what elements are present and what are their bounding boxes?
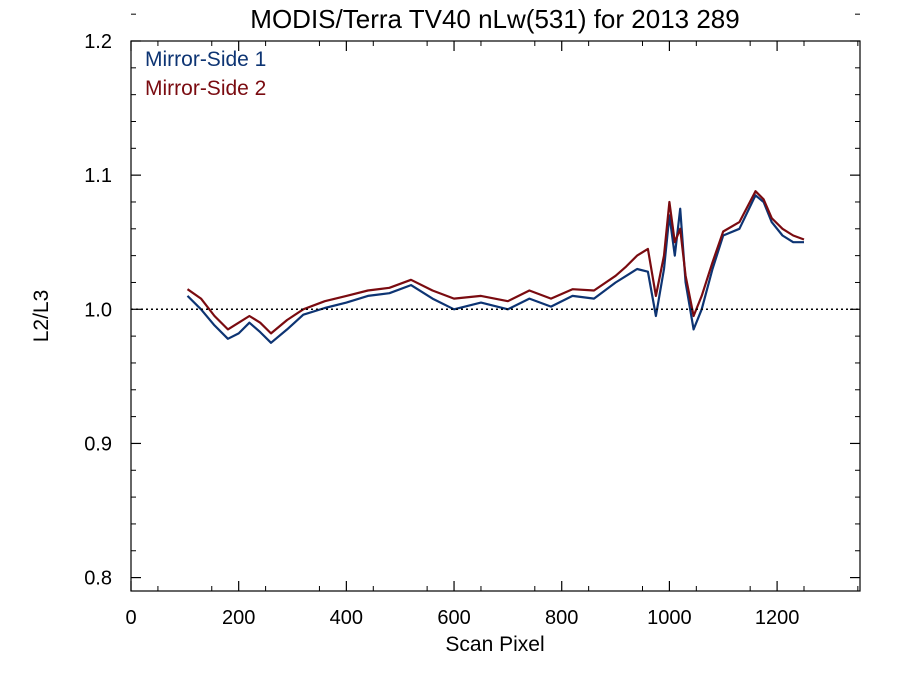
y-tick-label: 1.0 bbox=[84, 299, 112, 321]
y-tick-label: 0.8 bbox=[84, 568, 112, 590]
chart-title: MODIS/Terra TV40 nLw(531) for 2013 289 bbox=[250, 4, 739, 34]
x-tick-label: 1200 bbox=[755, 607, 800, 629]
legend-entry-mirror-side-1: Mirror-Side 1 bbox=[145, 48, 266, 71]
x-tick-label: 800 bbox=[545, 607, 578, 629]
x-tick-label: 600 bbox=[437, 607, 470, 629]
x-axis-label: Scan Pixel bbox=[445, 633, 544, 656]
x-tick-label: 0 bbox=[125, 607, 136, 629]
legend-entry-mirror-side-2: Mirror-Side 2 bbox=[145, 77, 266, 100]
tick-labels: 0 200 400 600 800 1000 1200 0.8 0.9 1.0 1.1 1.2 bbox=[84, 31, 799, 629]
y-axis-label: L2/L3 bbox=[30, 290, 53, 343]
series-line-mirror-side-1 bbox=[186, 194, 804, 344]
series-lines bbox=[186, 190, 805, 344]
y-tick-label: 1.1 bbox=[84, 165, 112, 187]
y-tick-label: 0.9 bbox=[84, 433, 112, 455]
x-tick-label: 1000 bbox=[647, 607, 692, 629]
y-tick-label: 1.2 bbox=[84, 31, 112, 53]
x-tick-label: 400 bbox=[330, 607, 363, 629]
series-line-mirror-side-2 bbox=[186, 190, 805, 335]
x-tick-label: 200 bbox=[222, 607, 255, 629]
plot-frame bbox=[130, 40, 861, 592]
axis-ticks bbox=[130, 13, 860, 591]
